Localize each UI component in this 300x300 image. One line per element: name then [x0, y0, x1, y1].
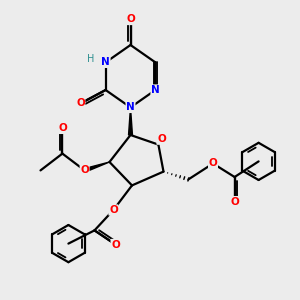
Text: N: N [101, 57, 110, 68]
Polygon shape [84, 162, 110, 172]
Text: O: O [80, 165, 89, 176]
Text: O: O [58, 123, 67, 134]
Polygon shape [128, 107, 133, 135]
Text: N: N [126, 102, 135, 112]
Text: O: O [76, 98, 85, 109]
Text: O: O [157, 134, 166, 144]
Text: N: N [151, 85, 160, 95]
Text: H: H [87, 54, 94, 64]
Text: O: O [111, 239, 120, 250]
Text: O: O [230, 196, 239, 207]
Text: O: O [109, 205, 118, 215]
Text: O: O [208, 158, 217, 169]
Text: O: O [126, 14, 135, 25]
